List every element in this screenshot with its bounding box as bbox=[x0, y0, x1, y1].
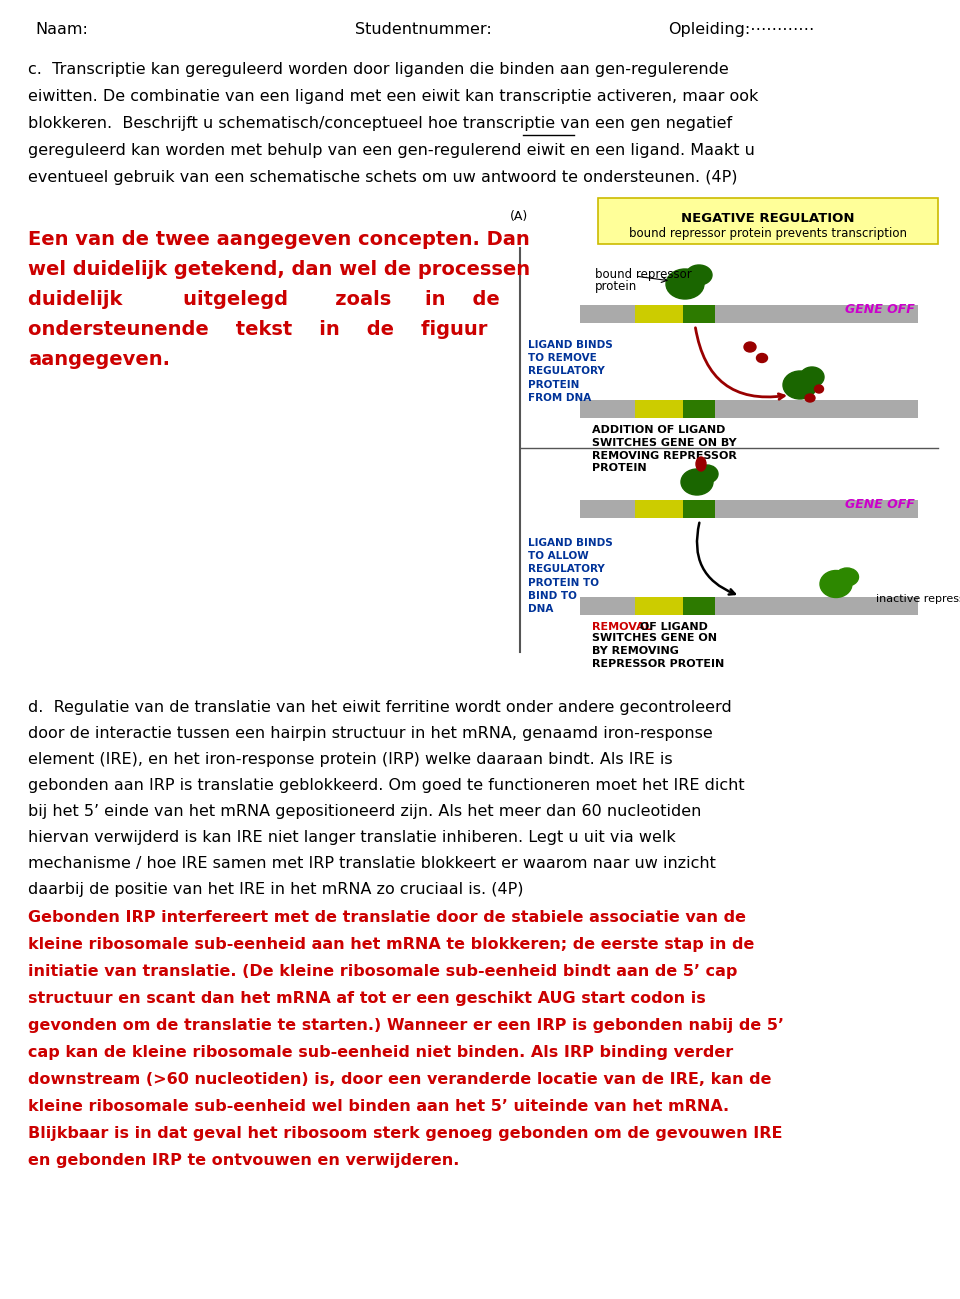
Text: REMOVAL: REMOVAL bbox=[592, 622, 652, 633]
Text: structuur en scant dan het mRNA af tot er een geschikt AUG start codon is: structuur en scant dan het mRNA af tot e… bbox=[28, 991, 706, 1005]
Text: kleine ribosomale sub-eenheid wel binden aan het 5’ uiteinde van het mRNA.: kleine ribosomale sub-eenheid wel binden… bbox=[28, 1099, 730, 1115]
Text: ADDITION OF LIGAND
SWITCHES GENE ON BY
REMOVING REPRESSOR
PROTEIN: ADDITION OF LIGAND SWITCHES GENE ON BY R… bbox=[592, 425, 737, 473]
Text: GENE OFF: GENE OFF bbox=[845, 303, 915, 316]
FancyBboxPatch shape bbox=[635, 500, 683, 518]
Text: gevonden om de translatie te starten.) Wanneer er een IRP is gebonden nabij de 5: gevonden om de translatie te starten.) W… bbox=[28, 1018, 784, 1033]
Text: hiervan verwijderd is kan IRE niet langer translatie inhiberen. Legt u uit via w: hiervan verwijderd is kan IRE niet lange… bbox=[28, 830, 676, 846]
FancyBboxPatch shape bbox=[635, 400, 683, 418]
Ellipse shape bbox=[814, 385, 824, 394]
Text: inactive repressor: inactive repressor bbox=[876, 594, 960, 604]
FancyBboxPatch shape bbox=[683, 305, 715, 323]
Ellipse shape bbox=[686, 265, 712, 284]
Ellipse shape bbox=[835, 568, 858, 586]
FancyBboxPatch shape bbox=[683, 598, 715, 614]
FancyBboxPatch shape bbox=[580, 400, 918, 418]
Text: bound repressor protein prevents transcription: bound repressor protein prevents transcr… bbox=[629, 227, 907, 240]
Text: eventueel gebruik van een schematische schets om uw antwoord te ondersteunen. (4: eventueel gebruik van een schematische s… bbox=[28, 170, 737, 184]
Text: NEGATIVE REGULATION: NEGATIVE REGULATION bbox=[682, 212, 854, 225]
FancyBboxPatch shape bbox=[683, 500, 715, 518]
Text: protein: protein bbox=[595, 281, 637, 294]
Text: LIGAND BINDS
TO REMOVE
REGULATORY
PROTEIN
FROM DNA: LIGAND BINDS TO REMOVE REGULATORY PROTEI… bbox=[528, 340, 612, 403]
Ellipse shape bbox=[783, 372, 817, 399]
Text: Gebonden IRP interfereert met de translatie door de stabiele associatie van de: Gebonden IRP interfereert met de transla… bbox=[28, 911, 746, 925]
Ellipse shape bbox=[666, 269, 704, 299]
Text: wel duidelijk getekend, dan wel de processen: wel duidelijk getekend, dan wel de proce… bbox=[28, 260, 530, 279]
Text: gereguleerd kan worden met behulp van een gen-regulerend eiwit en een ligand. Ma: gereguleerd kan worden met behulp van ee… bbox=[28, 143, 755, 158]
Ellipse shape bbox=[756, 353, 767, 362]
Text: duidelijk         uitgelegd       zoals     in    de: duidelijk uitgelegd zoals in de bbox=[28, 290, 500, 309]
FancyBboxPatch shape bbox=[635, 598, 683, 614]
Ellipse shape bbox=[820, 570, 852, 598]
Ellipse shape bbox=[805, 394, 815, 401]
FancyBboxPatch shape bbox=[683, 400, 715, 418]
FancyBboxPatch shape bbox=[598, 197, 938, 244]
Text: Blijkbaar is in dat geval het ribosoom sterk genoeg gebonden om de gevouwen IRE: Blijkbaar is in dat geval het ribosoom s… bbox=[28, 1126, 782, 1141]
FancyBboxPatch shape bbox=[635, 305, 683, 323]
Text: (A): (A) bbox=[510, 210, 528, 223]
Text: gebonden aan IRP is translatie geblokkeerd. Om goed te functioneren moet het IRE: gebonden aan IRP is translatie geblokkee… bbox=[28, 778, 745, 792]
Text: aangegeven.: aangegeven. bbox=[28, 349, 170, 369]
Text: element (IRE), en het iron-response protein (IRP) welke daaraan bindt. Als IRE i: element (IRE), en het iron-response prot… bbox=[28, 752, 673, 766]
Ellipse shape bbox=[800, 368, 824, 387]
Text: SWITCHES GENE ON
BY REMOVING
REPRESSOR PROTEIN: SWITCHES GENE ON BY REMOVING REPRESSOR P… bbox=[592, 633, 724, 669]
Text: downstream (>60 nucleotiden) is, door een veranderde locatie van de IRE, kan de: downstream (>60 nucleotiden) is, door ee… bbox=[28, 1072, 772, 1087]
Ellipse shape bbox=[696, 465, 718, 483]
Text: eiwitten. De combinatie van een ligand met een eiwit kan transcriptie activeren,: eiwitten. De combinatie van een ligand m… bbox=[28, 90, 758, 104]
Text: kleine ribosomale sub-eenheid aan het mRNA te blokkeren; de eerste stap in de: kleine ribosomale sub-eenheid aan het mR… bbox=[28, 937, 755, 952]
Text: blokkeren.  Beschrijft u schematisch/conceptueel hoe transcriptie van een gen ne: blokkeren. Beschrijft u schematisch/conc… bbox=[28, 116, 732, 131]
FancyBboxPatch shape bbox=[580, 500, 918, 518]
Text: c.  Transcriptie kan gereguleerd worden door liganden die binden aan gen-reguler: c. Transcriptie kan gereguleerd worden d… bbox=[28, 62, 729, 77]
Text: Naam:: Naam: bbox=[35, 22, 88, 36]
Text: mechanisme / hoe IRE samen met IRP translatie blokkeert er waarom naar uw inzich: mechanisme / hoe IRE samen met IRP trans… bbox=[28, 856, 716, 872]
Text: initiatie van translatie. (De kleine ribosomale sub-eenheid bindt aan de 5’ cap: initiatie van translatie. (De kleine rib… bbox=[28, 964, 737, 979]
Ellipse shape bbox=[681, 469, 713, 495]
FancyBboxPatch shape bbox=[580, 598, 918, 614]
Text: cap kan de kleine ribosomale sub-eenheid niet binden. Als IRP binding verder: cap kan de kleine ribosomale sub-eenheid… bbox=[28, 1044, 733, 1060]
Text: Studentnummer:: Studentnummer: bbox=[355, 22, 492, 36]
Text: en gebonden IRP te ontvouwen en verwijderen.: en gebonden IRP te ontvouwen en verwijde… bbox=[28, 1154, 460, 1168]
Text: Een van de twee aangegeven concepten. Dan: Een van de twee aangegeven concepten. Da… bbox=[28, 230, 530, 249]
Text: daarbij de positie van het IRE in het mRNA zo cruciaal is. (4P): daarbij de positie van het IRE in het mR… bbox=[28, 882, 523, 898]
Ellipse shape bbox=[744, 342, 756, 352]
Text: OF LIGAND: OF LIGAND bbox=[636, 622, 708, 633]
Text: Opleiding:⋯⋯⋯⋯: Opleiding:⋯⋯⋯⋯ bbox=[668, 22, 814, 36]
Text: ondersteunende    tekst    in    de    figuur: ondersteunende tekst in de figuur bbox=[28, 320, 488, 339]
Text: d.  Regulatie van de translatie van het eiwit ferritine wordt onder andere gecon: d. Regulatie van de translatie van het e… bbox=[28, 700, 732, 714]
Ellipse shape bbox=[696, 457, 706, 472]
Text: LIGAND BINDS
TO ALLOW
REGULATORY
PROTEIN TO
BIND TO
DNA: LIGAND BINDS TO ALLOW REGULATORY PROTEIN… bbox=[528, 538, 612, 614]
Text: bij het 5’ einde van het mRNA gepositioneerd zijn. Als het meer dan 60 nucleotid: bij het 5’ einde van het mRNA geposition… bbox=[28, 804, 702, 818]
Text: door de interactie tussen een hairpin structuur in het mRNA, genaamd iron-respon: door de interactie tussen een hairpin st… bbox=[28, 726, 712, 740]
FancyBboxPatch shape bbox=[580, 305, 918, 323]
Text: GENE OFF: GENE OFF bbox=[845, 498, 915, 511]
Text: bound repressor: bound repressor bbox=[595, 268, 692, 281]
